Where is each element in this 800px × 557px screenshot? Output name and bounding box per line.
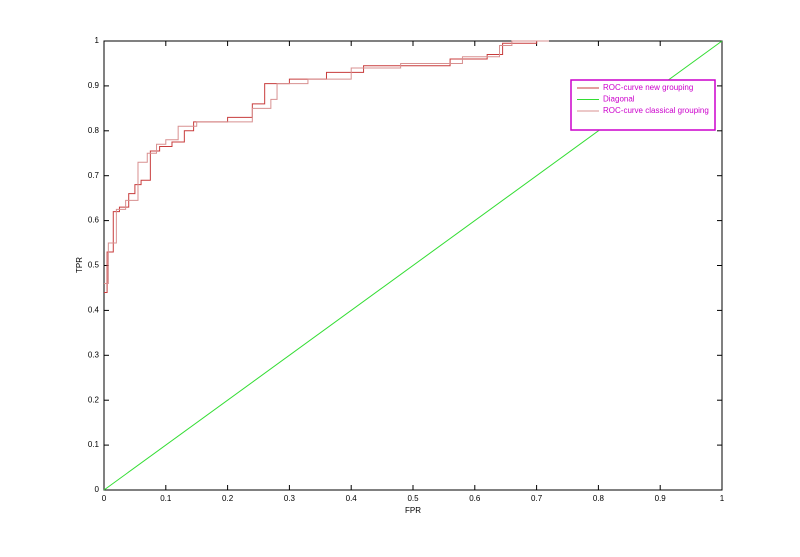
y-tick-label: 0	[95, 485, 100, 494]
x-tick-label: 0.3	[284, 494, 296, 503]
y-tick-label: 0.1	[88, 440, 100, 449]
y-tick-label: 0.8	[88, 126, 100, 135]
legend-label: ROC-curve new grouping	[603, 83, 693, 92]
y-tick-label: 0.3	[88, 350, 100, 359]
legend-label: Diagonal	[603, 95, 635, 104]
y-axis-label: TPR	[75, 257, 84, 273]
y-tick-label: 1	[95, 36, 100, 45]
y-tick-label: 0.6	[88, 216, 100, 225]
x-tick-label: 0.4	[346, 494, 358, 503]
x-tick-label: 0.9	[655, 494, 667, 503]
x-tick-label: 0.7	[531, 494, 543, 503]
x-axis-label: FPR	[405, 506, 421, 515]
x-tick-label: 0.1	[160, 494, 172, 503]
x-tick-label: 0.8	[593, 494, 605, 503]
x-tick-label: 0.2	[222, 494, 234, 503]
line	[104, 40, 549, 284]
y-tick-label: 0.4	[88, 306, 100, 315]
y-tick-label: 0.2	[88, 395, 100, 404]
x-tick-label: 0.6	[469, 494, 481, 503]
legend-label: ROC-curve classical grouping	[603, 106, 709, 115]
x-tick-label: 0.5	[407, 494, 419, 503]
y-tick-label: 0.7	[88, 171, 100, 180]
x-tick-label: 1	[720, 494, 725, 503]
y-tick-label: 0.5	[88, 261, 100, 270]
x-tick-label: 0	[102, 494, 107, 503]
y-tick-label: 0.9	[88, 81, 100, 90]
